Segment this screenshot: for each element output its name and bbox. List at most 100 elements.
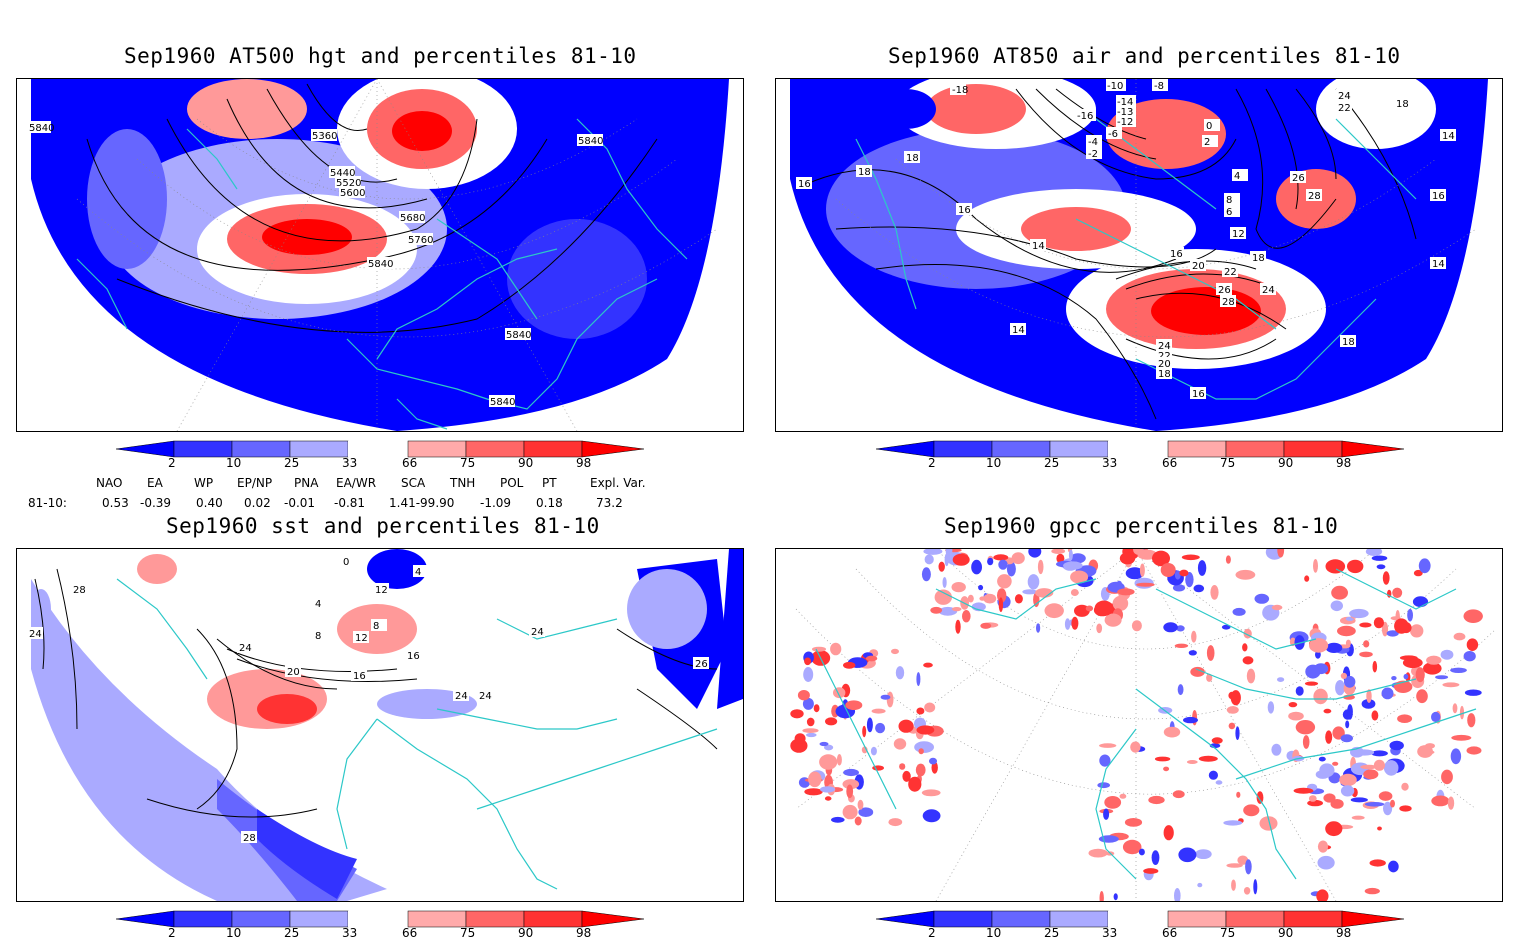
index-value: 0.02 bbox=[244, 496, 271, 510]
precip-percentile-patch bbox=[1035, 588, 1054, 598]
contour-label: -6 bbox=[1108, 129, 1118, 140]
colorbar-tick-label: 90 bbox=[1278, 456, 1294, 470]
precip-percentile-patch bbox=[1006, 561, 1016, 577]
precip-percentile-patch bbox=[870, 746, 877, 756]
index-value: 0.18 bbox=[536, 496, 563, 510]
precip-percentile-patch bbox=[951, 607, 962, 612]
colorbar-segment bbox=[231, 910, 291, 928]
precip-percentile-patch bbox=[1022, 589, 1038, 595]
precip-percentile-patch bbox=[1099, 743, 1117, 748]
precip-percentile-patch bbox=[1197, 560, 1207, 576]
colorbar-segment bbox=[581, 440, 645, 458]
precip-percentile-patch bbox=[1130, 741, 1141, 753]
precip-percentile-patch bbox=[1466, 638, 1479, 651]
precip-percentile-patch bbox=[1325, 642, 1343, 653]
precip-percentile-patch bbox=[998, 559, 1008, 570]
contour-label: 20 bbox=[287, 667, 300, 678]
colorbar-segment bbox=[523, 910, 583, 928]
index-header: Expl. Var. bbox=[590, 476, 646, 490]
precip-percentile-patch bbox=[1317, 840, 1329, 853]
precip-percentile-patch bbox=[1113, 893, 1118, 901]
precip-percentile-patch bbox=[1288, 711, 1304, 721]
contour-label: 16 bbox=[353, 671, 366, 682]
contour-label: 0 bbox=[343, 557, 349, 568]
index-header: WP bbox=[194, 476, 214, 490]
precip-percentile-patch bbox=[875, 722, 886, 734]
precip-percentile-patch bbox=[1390, 799, 1395, 808]
contour-label: 24 bbox=[1262, 285, 1275, 296]
precip-percentile-patch bbox=[1070, 553, 1086, 564]
contour-label: 5440 bbox=[330, 168, 355, 179]
precip-percentile-patch bbox=[1266, 549, 1271, 556]
precip-percentile-patch bbox=[1088, 848, 1108, 858]
precip-percentile-patch bbox=[1313, 663, 1329, 675]
precip-percentile-patch bbox=[1319, 763, 1335, 778]
precip-percentile-patch bbox=[1136, 582, 1155, 587]
precip-percentile-patch bbox=[1277, 677, 1285, 682]
colorbar-tick-label: 2 bbox=[928, 926, 936, 940]
contour-label: 16 bbox=[798, 179, 811, 190]
precip-percentile-patch bbox=[924, 702, 936, 713]
contour-label: 18 bbox=[1342, 337, 1355, 348]
colorbar-tick-label: 25 bbox=[284, 456, 300, 470]
index-value: 0.40 bbox=[196, 496, 223, 510]
precip-percentile-patch bbox=[1463, 651, 1476, 662]
index-value: -1.09 bbox=[480, 496, 512, 510]
precip-percentile-patch bbox=[1381, 621, 1389, 637]
precip-percentile-patch bbox=[820, 786, 835, 793]
precip-percentile-patch bbox=[1206, 645, 1215, 661]
precip-percentile-patch bbox=[1070, 589, 1079, 596]
precip-percentile-patch bbox=[914, 741, 934, 753]
precip-percentile-patch bbox=[1288, 702, 1298, 708]
contour-label: 22 bbox=[1224, 267, 1237, 278]
precip-percentile-patch bbox=[1174, 570, 1181, 580]
precip-percentile-patch bbox=[871, 708, 886, 714]
precip-percentile-patch bbox=[967, 594, 974, 603]
precip-percentile-patch bbox=[1011, 552, 1025, 565]
precip-percentile-patch bbox=[1098, 835, 1119, 843]
colorbar-tick-label: 66 bbox=[1162, 456, 1178, 470]
precip-percentile-patch bbox=[812, 646, 826, 652]
precip-percentile-patch bbox=[1371, 750, 1388, 757]
contour-label: 24 bbox=[1338, 91, 1351, 102]
precip-percentile-patch bbox=[1325, 730, 1333, 744]
contour-label: 5840 bbox=[578, 136, 603, 147]
precip-percentile-patch bbox=[1317, 855, 1335, 870]
precip-percentile-patch bbox=[1163, 766, 1170, 772]
precip-percentile-patch bbox=[916, 672, 921, 687]
precip-percentile-patch bbox=[1360, 764, 1377, 770]
contour-label: -8 bbox=[1154, 81, 1164, 92]
precip-percentile-patch bbox=[902, 770, 911, 782]
precip-percentile-patch bbox=[888, 818, 903, 827]
index-value: -0.01 bbox=[284, 496, 316, 510]
precip-percentile-patch bbox=[1099, 754, 1111, 767]
colorbar-tick-label: 98 bbox=[1336, 456, 1352, 470]
precip-percentile-patch bbox=[1373, 759, 1385, 771]
precip-percentile-patch bbox=[1313, 559, 1318, 573]
precip-percentile-patch bbox=[1174, 643, 1189, 648]
precip-percentile-patch bbox=[846, 784, 854, 799]
precip-percentile-patch bbox=[845, 700, 863, 710]
index-value: -0.81 bbox=[334, 496, 366, 510]
precip-percentile-patch bbox=[1313, 688, 1328, 705]
precip-percentile-patch bbox=[893, 738, 907, 750]
precip-percentile-patch bbox=[1407, 608, 1413, 622]
precip-percentile-patch bbox=[1254, 593, 1270, 604]
precip-percentile-patch bbox=[880, 694, 891, 700]
precip-percentile-patch bbox=[1450, 748, 1462, 765]
contour-label: 8 bbox=[373, 621, 379, 632]
contour-label: 5840 bbox=[368, 259, 393, 270]
index-header: EP/NP bbox=[237, 476, 273, 490]
map-air850: 16 18 18 16 14 14 12 16 18 20 22 24 26 2… bbox=[775, 78, 1503, 432]
index-header: PT bbox=[542, 476, 557, 490]
colorbar-segment bbox=[289, 440, 349, 458]
precip-percentile-patch bbox=[1179, 569, 1189, 577]
colorbar-tick-label: 90 bbox=[518, 926, 534, 940]
colorbar-segment bbox=[1341, 910, 1405, 928]
colorbar-tick-label: 10 bbox=[226, 926, 242, 940]
precip-percentile-patch bbox=[971, 559, 982, 575]
precip-percentile-patch bbox=[993, 554, 1009, 561]
precip-percentile-patch bbox=[806, 717, 815, 727]
precip-percentile-patch bbox=[924, 554, 934, 565]
precip-percentile-patch bbox=[891, 648, 899, 655]
